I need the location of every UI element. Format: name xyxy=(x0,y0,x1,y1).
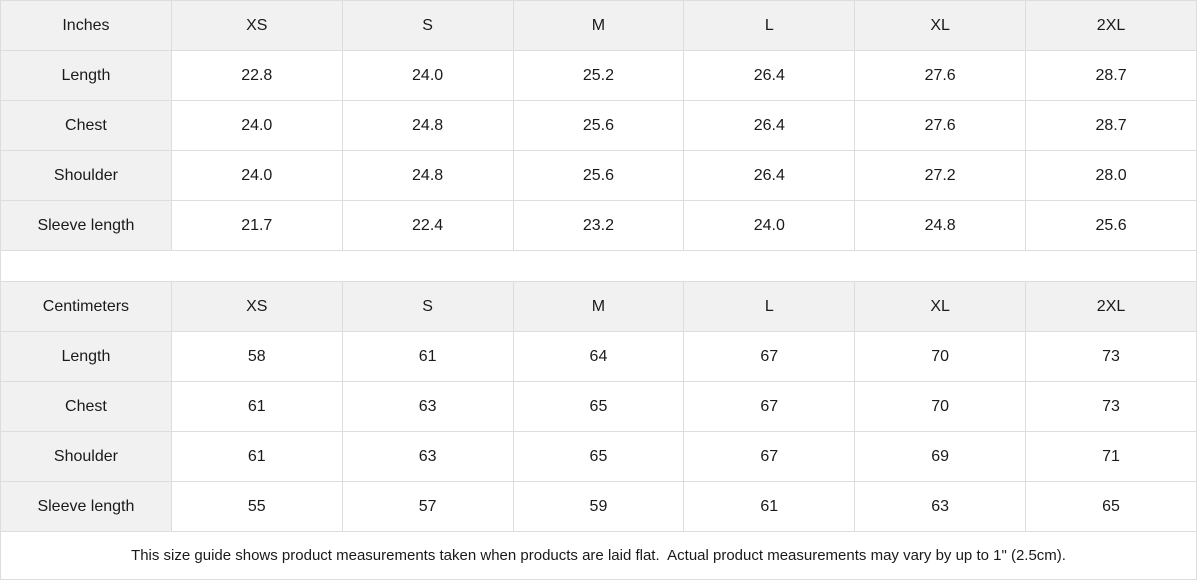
measurement-value-cell: 22.8 xyxy=(170,50,343,101)
measurement-row: Shoulder 61 63 65 67 69 71 xyxy=(0,431,1197,482)
size-table-centimeters: Centimeters XS S M L XL 2XL Length 58 61 64 67 70 73… xyxy=(0,281,1197,532)
size-guide-note: This size guide shows product measuremen… xyxy=(0,532,1197,580)
measurement-value-cell: 63 xyxy=(341,431,514,482)
measurement-value-cell: 70 xyxy=(854,331,1027,382)
size-header-cell: M xyxy=(512,281,685,332)
table-gap xyxy=(0,251,1197,281)
measurement-value-cell: 25.6 xyxy=(512,150,685,201)
size-header-cell: S xyxy=(341,281,514,332)
measurement-label-cell: Sleeve length xyxy=(0,200,172,251)
size-table-centimeters-body: Length 58 61 64 67 70 73 Chest 61 63 65 67 70 73 Shoul… xyxy=(0,331,1197,532)
measurement-label-cell: Chest xyxy=(0,381,172,432)
unit-header-cell: Inches xyxy=(0,0,172,51)
measurement-value-cell: 59 xyxy=(512,481,685,532)
measurement-value-cell: 28.7 xyxy=(1025,100,1197,151)
measurement-value-cell: 23.2 xyxy=(512,200,685,251)
measurement-value-cell: 26.4 xyxy=(683,150,856,201)
size-header-cell: XL xyxy=(854,281,1027,332)
measurement-value-cell: 26.4 xyxy=(683,100,856,151)
measurement-label-cell: Chest xyxy=(0,100,172,151)
measurement-value-cell: 25.2 xyxy=(512,50,685,101)
measurement-value-cell: 65 xyxy=(512,431,685,482)
measurement-row: Chest 24.0 24.8 25.6 26.4 27.6 28.7 xyxy=(0,100,1197,151)
size-header-cell: L xyxy=(683,281,856,332)
measurement-value-cell: 21.7 xyxy=(170,200,343,251)
measurement-label-cell: Shoulder xyxy=(0,431,172,482)
measurement-value-cell: 61 xyxy=(683,481,856,532)
size-table-inches: Inches XS S M L XL 2XL Length 22.8 24.0 25.2 26.4 2… xyxy=(0,0,1197,251)
measurement-value-cell: 22.4 xyxy=(341,200,514,251)
size-header-row: Inches XS S M L XL 2XL xyxy=(0,0,1197,51)
measurement-value-cell: 57 xyxy=(341,481,514,532)
measurement-value-cell: 73 xyxy=(1025,331,1197,382)
measurement-value-cell: 71 xyxy=(1025,431,1197,482)
measurement-row: Shoulder 24.0 24.8 25.6 26.4 27.2 28.0 xyxy=(0,150,1197,201)
measurement-value-cell: 58 xyxy=(170,331,343,382)
size-header-cell: 2XL xyxy=(1025,281,1197,332)
measurement-value-cell: 61 xyxy=(170,381,343,432)
size-header-cell: XL xyxy=(854,0,1027,51)
measurement-value-cell: 27.2 xyxy=(854,150,1027,201)
measurement-value-cell: 61 xyxy=(341,331,514,382)
measurement-value-cell: 73 xyxy=(1025,381,1197,432)
size-header-cell: M xyxy=(512,0,685,51)
measurement-row: Length 58 61 64 67 70 73 xyxy=(0,331,1197,382)
measurement-value-cell: 64 xyxy=(512,331,685,382)
measurement-row: Sleeve length 21.7 22.4 23.2 24.0 24.8 25.6 xyxy=(0,200,1197,251)
measurement-value-cell: 65 xyxy=(512,381,685,432)
size-header-cell: S xyxy=(341,0,514,51)
measurement-value-cell: 24.8 xyxy=(854,200,1027,251)
size-table-centimeters-header: Centimeters XS S M L XL 2XL xyxy=(0,281,1197,332)
measurement-value-cell: 28.0 xyxy=(1025,150,1197,201)
measurement-value-cell: 55 xyxy=(170,481,343,532)
measurement-row: Length 22.8 24.0 25.2 26.4 27.6 28.7 xyxy=(0,50,1197,101)
measurement-value-cell: 65 xyxy=(1025,481,1197,532)
measurement-value-cell: 61 xyxy=(170,431,343,482)
size-table-inches-header: Inches XS S M L XL 2XL xyxy=(0,0,1197,51)
size-header-cell: 2XL xyxy=(1025,0,1197,51)
measurement-label-cell: Length xyxy=(0,331,172,382)
measurement-label-cell: Shoulder xyxy=(0,150,172,201)
measurement-value-cell: 25.6 xyxy=(512,100,685,151)
measurement-value-cell: 63 xyxy=(854,481,1027,532)
unit-header-cell: Centimeters xyxy=(0,281,172,332)
measurement-value-cell: 70 xyxy=(854,381,1027,432)
measurement-value-cell: 24.0 xyxy=(170,150,343,201)
measurement-label-cell: Length xyxy=(0,50,172,101)
size-header-cell: XS xyxy=(170,281,343,332)
measurement-value-cell: 63 xyxy=(341,381,514,432)
measurement-value-cell: 27.6 xyxy=(854,50,1027,101)
size-header-row: Centimeters XS S M L XL 2XL xyxy=(0,281,1197,332)
measurement-value-cell: 24.0 xyxy=(683,200,856,251)
measurement-value-cell: 28.7 xyxy=(1025,50,1197,101)
measurement-value-cell: 67 xyxy=(683,381,856,432)
measurement-value-cell: 26.4 xyxy=(683,50,856,101)
measurement-value-cell: 24.0 xyxy=(170,100,343,151)
measurement-value-cell: 69 xyxy=(854,431,1027,482)
measurement-value-cell: 67 xyxy=(683,431,856,482)
measurement-value-cell: 24.0 xyxy=(341,50,514,101)
measurement-value-cell: 24.8 xyxy=(341,150,514,201)
measurement-value-cell: 67 xyxy=(683,331,856,382)
measurement-value-cell: 24.8 xyxy=(341,100,514,151)
measurement-value-cell: 27.6 xyxy=(854,100,1027,151)
size-header-cell: L xyxy=(683,0,856,51)
size-header-cell: XS xyxy=(170,0,343,51)
measurement-value-cell: 25.6 xyxy=(1025,200,1197,251)
size-table-inches-body: Length 22.8 24.0 25.2 26.4 27.6 28.7 Chest 24.0 2… xyxy=(0,50,1197,251)
measurement-row: Chest 61 63 65 67 70 73 xyxy=(0,381,1197,432)
measurement-row: Sleeve length 55 57 59 61 63 65 xyxy=(0,481,1197,532)
measurement-label-cell: Sleeve length xyxy=(0,481,172,532)
